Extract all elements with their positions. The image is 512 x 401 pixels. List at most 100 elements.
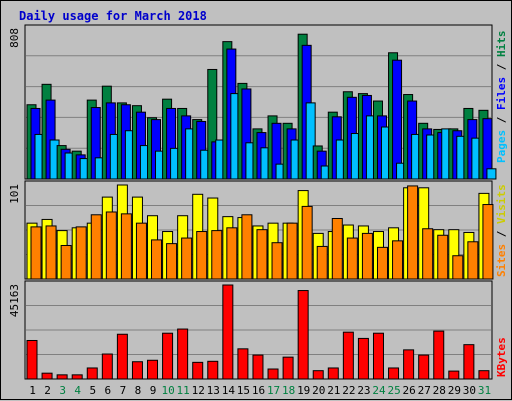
bar-kbytes-day-27 — [418, 354, 430, 380]
bar-sites-day-22 — [346, 237, 358, 280]
bar-sites-day-5 — [90, 214, 102, 280]
bar-sites-day-14 — [226, 227, 238, 280]
bar-sites-day-24 — [376, 246, 388, 280]
bar-sites-day-25 — [392, 240, 404, 280]
bar-kbytes-day-25 — [388, 367, 400, 380]
y-max-label: 45163 — [8, 284, 21, 317]
bar-kbytes-day-31 — [478, 370, 490, 380]
legend-sites-visits: Sites / Visits — [495, 184, 508, 277]
bar-sites-day-19 — [301, 205, 313, 280]
bar-kbytes-day-6 — [101, 353, 113, 380]
x-tick-label: 8 — [135, 384, 142, 397]
legend-pages-files-hits: Pages / Files / Hits — [495, 31, 508, 164]
bar-sites-day-13 — [211, 230, 223, 280]
chart-title: Daily usage for March 2018 — [19, 9, 207, 23]
x-tick-label: 28 — [433, 384, 446, 397]
x-tick-label: 10 — [161, 384, 174, 397]
bar-sites-day-30 — [467, 241, 479, 280]
x-tick-label: 12 — [192, 384, 205, 397]
legend-entry: / — [495, 57, 508, 77]
legend-entry: / — [495, 110, 508, 130]
bar-kbytes-day-14 — [222, 284, 234, 380]
x-tick-label: 29 — [448, 384, 461, 397]
bar-kbytes-day-17 — [267, 368, 279, 380]
bar-files-day-25 — [392, 59, 403, 180]
bar-kbytes-day-15 — [237, 348, 249, 380]
x-tick-label: 15 — [237, 384, 250, 397]
bar-sites-day-4 — [75, 226, 87, 280]
legend-entry: / — [495, 224, 508, 244]
bar-kbytes-day-29 — [448, 370, 460, 380]
x-tick-label: 25 — [387, 384, 400, 397]
bar-sites-day-17 — [271, 242, 283, 280]
x-tick-label: 19 — [297, 384, 310, 397]
y-max-label: 101 — [8, 184, 21, 204]
bar-pages-day-31 — [486, 168, 497, 180]
bar-kbytes-day-8 — [131, 361, 143, 380]
bar-kbytes-day-7 — [116, 333, 128, 380]
legend-entry: Pages — [495, 130, 508, 163]
bar-kbytes-day-19 — [297, 290, 309, 380]
x-tick-label: 13 — [207, 384, 220, 397]
bar-sites-day-31 — [482, 204, 494, 280]
x-tick-label: 2 — [44, 384, 51, 397]
bar-kbytes-day-16 — [252, 354, 264, 380]
bar-kbytes-day-4 — [71, 374, 83, 380]
bar-sites-day-7 — [120, 213, 132, 280]
bar-kbytes-day-30 — [463, 344, 475, 380]
bar-kbytes-day-22 — [342, 331, 354, 380]
bar-sites-day-8 — [135, 222, 147, 280]
bar-kbytes-day-10 — [162, 332, 174, 380]
x-tick-label: 3 — [59, 384, 66, 397]
bar-kbytes-day-2 — [41, 372, 53, 380]
bar-kbytes-day-3 — [56, 374, 68, 380]
bar-sites-day-10 — [166, 243, 178, 280]
x-tick-label: 11 — [177, 384, 190, 397]
bar-sites-day-16 — [256, 229, 268, 280]
bar-sites-day-23 — [361, 232, 373, 280]
bar-sites-day-18 — [286, 222, 298, 280]
bar-sites-day-12 — [196, 231, 208, 280]
x-tick-label: 26 — [403, 384, 416, 397]
x-tick-label: 1 — [29, 384, 36, 397]
bar-sites-day-28 — [437, 234, 449, 280]
bar-kbytes-day-12 — [192, 361, 204, 380]
bar-kbytes-day-26 — [403, 349, 415, 380]
bar-kbytes-day-5 — [86, 367, 98, 380]
x-tick-label: 6 — [105, 384, 112, 397]
bar-sites-day-29 — [452, 255, 464, 280]
x-tick-label: 30 — [463, 384, 476, 397]
bar-kbytes-day-24 — [372, 332, 384, 380]
x-tick-label: 14 — [222, 384, 236, 397]
bar-sites-day-26 — [407, 185, 419, 280]
x-tick-label: 27 — [418, 384, 431, 397]
bar-kbytes-day-9 — [147, 359, 159, 380]
bar-sites-day-11 — [181, 237, 193, 280]
y-max-label: 808 — [8, 28, 21, 48]
legend-entry: Sites — [495, 244, 508, 277]
x-tick-label: 5 — [89, 384, 96, 397]
bar-pages-day-19 — [305, 102, 316, 180]
x-tick-label: 20 — [312, 384, 325, 397]
x-tick-label: 9 — [150, 384, 157, 397]
bar-kbytes-day-20 — [312, 370, 324, 380]
legend-entry: Hits — [495, 31, 508, 58]
legend-entry: Files — [495, 77, 508, 110]
x-tick-label: 22 — [342, 384, 355, 397]
bar-sites-day-9 — [151, 239, 163, 280]
bar-kbytes-day-28 — [433, 330, 445, 380]
bar-kbytes-day-1 — [26, 339, 38, 380]
bar-sites-day-6 — [105, 211, 117, 280]
x-tick-label: 7 — [120, 384, 127, 397]
x-tick-label: 17 — [267, 384, 280, 397]
x-tick-label: 21 — [327, 384, 340, 397]
bar-kbytes-day-18 — [282, 356, 294, 380]
bar-sites-day-20 — [316, 245, 328, 280]
bar-kbytes-day-11 — [177, 328, 189, 380]
x-tick-label: 31 — [478, 384, 491, 397]
x-tick-label: 24 — [372, 384, 386, 397]
x-tick-label: 16 — [252, 384, 265, 397]
legend-entry: Visits — [495, 184, 508, 224]
